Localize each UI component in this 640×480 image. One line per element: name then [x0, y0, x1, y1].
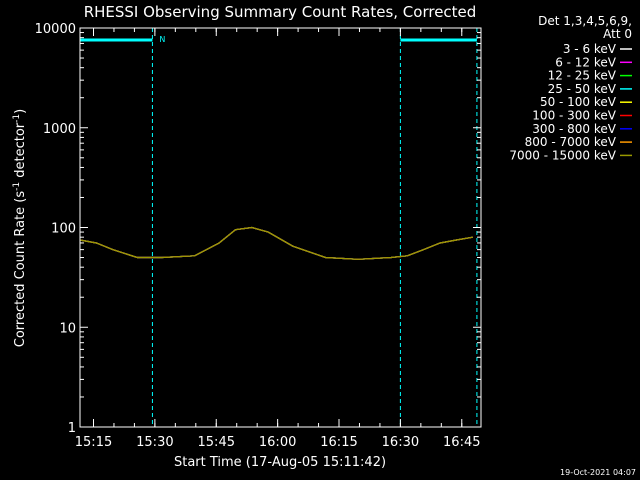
- date-stamp: 19-Oct-2021 04:07: [560, 468, 636, 477]
- x-tick-label-4: 16:15: [320, 435, 357, 450]
- y-axis-label-part-1: -1: [12, 182, 22, 191]
- flag-label: N: [159, 35, 165, 44]
- x-axis-label: Start Time (17-Aug-05 15:11:42): [174, 455, 386, 470]
- legend-label-3: 25 - 50 keV: [548, 82, 617, 96]
- legend-header-0: Det 1,3,4,5,6,9,: [538, 14, 632, 28]
- legend-label-8: 7000 - 15000 keV: [509, 148, 616, 162]
- legend-label-4: 50 - 100 keV: [540, 95, 617, 109]
- x-tick-label-5: 16:30: [382, 435, 419, 450]
- y-tick-label-2: 100: [51, 222, 76, 237]
- y-axis-ticks: 1 10 100 1000 10000: [35, 22, 481, 436]
- y-tick-label-1: 10: [59, 321, 76, 336]
- legend-header-1: Att 0: [603, 27, 632, 41]
- legend-label-2: 12 - 25 keV: [548, 69, 617, 83]
- legend-label-7: 800 - 7000 keV: [525, 135, 617, 149]
- y-axis-label-part-2: detector: [13, 122, 28, 182]
- x-axis-ticks: 15:15 15:30 15:45 16:00 16:15 16:30 16:45: [75, 28, 481, 450]
- x-tick-label-6: 16:45: [443, 435, 480, 450]
- y-tick-label-3: 1000: [43, 122, 76, 137]
- legend-label-5: 100 - 300 keV: [532, 109, 616, 123]
- x-tick-label-3: 16:00: [259, 435, 296, 450]
- series-line-8: [79, 226, 473, 260]
- legend-label-1: 6 - 12 keV: [555, 55, 617, 69]
- x-tick-label-1: 15:30: [136, 435, 173, 450]
- legend-label-0: 3 - 6 keV: [563, 42, 617, 56]
- y-axis-label-part-0: Corrected Count Rate (s: [13, 191, 28, 348]
- x-tick-label-2: 15:45: [198, 435, 235, 450]
- y-tick-label-0: 1: [68, 421, 76, 436]
- legend-label-6: 300 - 800 keV: [532, 122, 616, 136]
- y-axis-label: Corrected Count Rate (s-1 detector-1): [12, 109, 28, 347]
- x-tick-label-0: 15:15: [75, 435, 112, 450]
- y-tick-label-4: 10000: [35, 22, 76, 37]
- y-axis-label-part-4: ): [13, 109, 28, 114]
- y-axis-label-part-3: -1: [12, 114, 22, 123]
- chart-title: RHESSI Observing Summary Count Rates, Co…: [84, 3, 477, 21]
